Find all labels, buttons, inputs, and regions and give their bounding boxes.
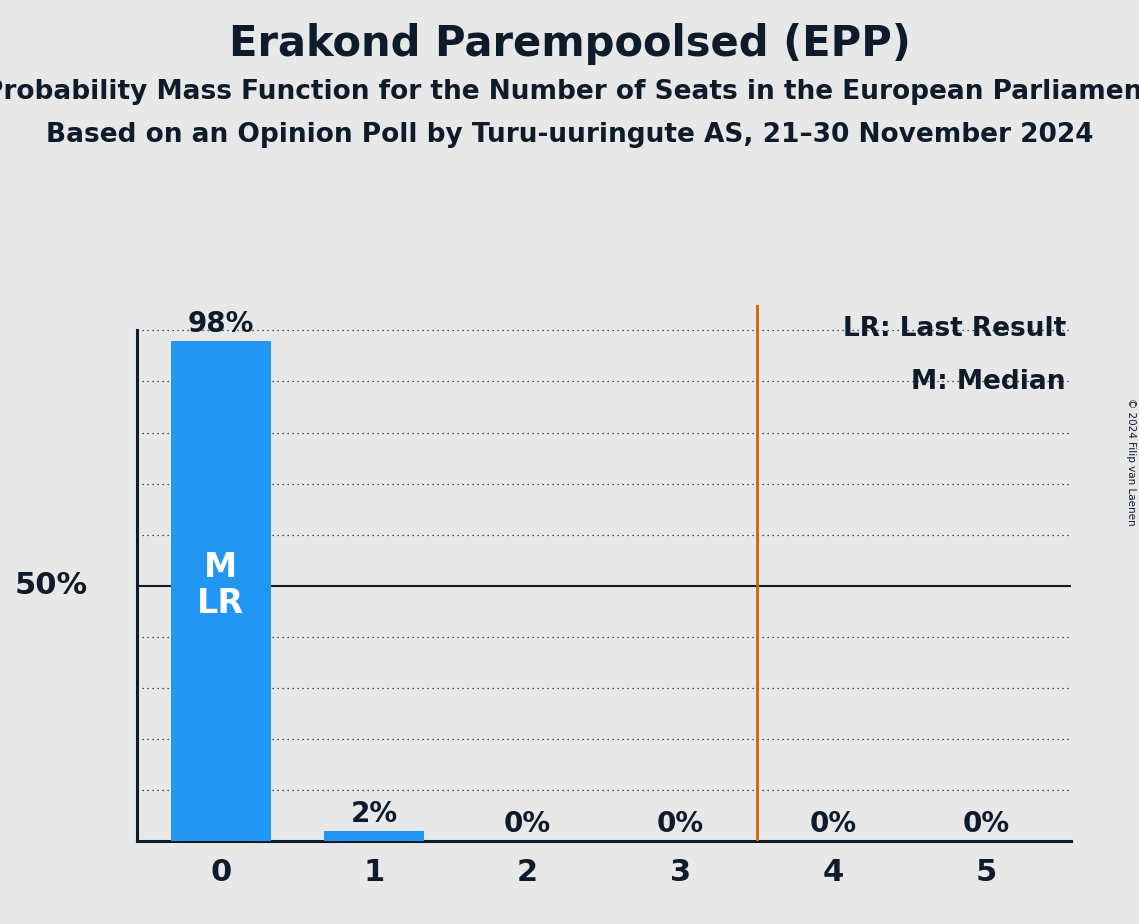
Text: 0%: 0% (503, 810, 550, 838)
Text: 0%: 0% (962, 810, 1010, 838)
Text: LR: Last Result: LR: Last Result (843, 316, 1066, 342)
Bar (325, 831, 424, 841)
Text: LR: LR (197, 587, 245, 620)
Text: © 2024 Filip van Laenen: © 2024 Filip van Laenen (1126, 398, 1136, 526)
Text: Based on an Opinion Poll by Turu-uuringute AS, 21–30 November 2024: Based on an Opinion Poll by Turu-uuringu… (46, 122, 1093, 148)
Bar (171, 341, 271, 841)
Text: 50%: 50% (15, 571, 88, 601)
Text: Erakond Parempoolsed (EPP): Erakond Parempoolsed (EPP) (229, 23, 910, 65)
Text: Probability Mass Function for the Number of Seats in the European Parliament: Probability Mass Function for the Number… (0, 79, 1139, 104)
Text: 98%: 98% (188, 310, 254, 338)
Text: M: M (204, 552, 238, 584)
Text: 0%: 0% (657, 810, 704, 838)
Text: 2%: 2% (351, 800, 398, 828)
Text: M: Median: M: Median (911, 370, 1066, 395)
Text: 0%: 0% (810, 810, 857, 838)
